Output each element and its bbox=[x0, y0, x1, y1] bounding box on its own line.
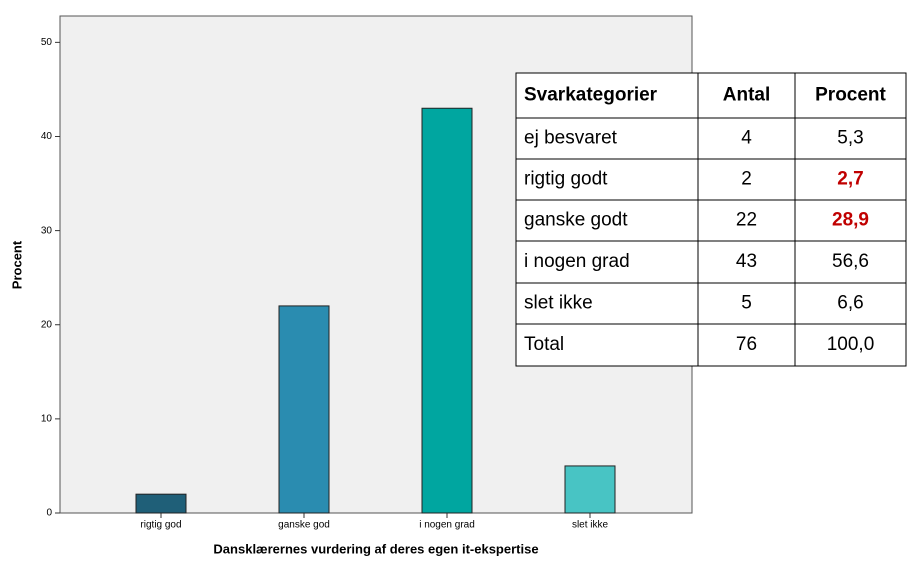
table-cell: rigtig godt bbox=[524, 169, 608, 190]
y-tick-label: 0 bbox=[46, 508, 52, 519]
table-cell: 56,6 bbox=[832, 251, 869, 272]
table-cell: ganske godt bbox=[524, 210, 628, 231]
table-cell: 5,3 bbox=[837, 128, 863, 149]
table-cell: Total bbox=[524, 334, 564, 355]
y-tick-label: 50 bbox=[41, 37, 53, 48]
table-cell: 76 bbox=[736, 334, 757, 355]
table-cell: 2 bbox=[741, 169, 752, 190]
bar bbox=[564, 465, 616, 514]
y-tick-label: 30 bbox=[41, 225, 53, 236]
table-cell: 4 bbox=[741, 128, 752, 149]
y-tick-label: 40 bbox=[41, 131, 53, 142]
bar bbox=[278, 305, 330, 514]
y-tick-label: 20 bbox=[41, 319, 53, 330]
table-cell: 43 bbox=[736, 251, 757, 272]
table-cell: 22 bbox=[736, 210, 757, 231]
table-header: Procent bbox=[815, 85, 886, 106]
table-cell: 6,6 bbox=[837, 293, 863, 314]
x-tick-label: rigtig god bbox=[140, 520, 181, 531]
x-tick-label: ganske god bbox=[278, 520, 330, 531]
table-header: Antal bbox=[723, 85, 771, 106]
x-axis-title: Dansklærernes vurdering af deres egen it… bbox=[213, 541, 538, 556]
x-tick-label: i nogen grad bbox=[419, 520, 475, 531]
table-cell: 100,0 bbox=[827, 334, 875, 355]
x-tick-label: slet ikke bbox=[572, 520, 609, 531]
y-axis-title: Procent bbox=[9, 240, 24, 289]
table-header: Svarkategorier bbox=[524, 85, 658, 106]
bar bbox=[135, 493, 187, 514]
table-cell: slet ikke bbox=[524, 293, 593, 314]
table-cell: 28,9 bbox=[832, 210, 869, 231]
bar bbox=[421, 107, 473, 514]
table-cell: i nogen grad bbox=[524, 251, 630, 272]
table-cell: 2,7 bbox=[837, 169, 863, 190]
table-cell: ej besvaret bbox=[524, 128, 618, 149]
y-tick-label: 10 bbox=[41, 414, 53, 425]
table-cell: 5 bbox=[741, 293, 752, 314]
